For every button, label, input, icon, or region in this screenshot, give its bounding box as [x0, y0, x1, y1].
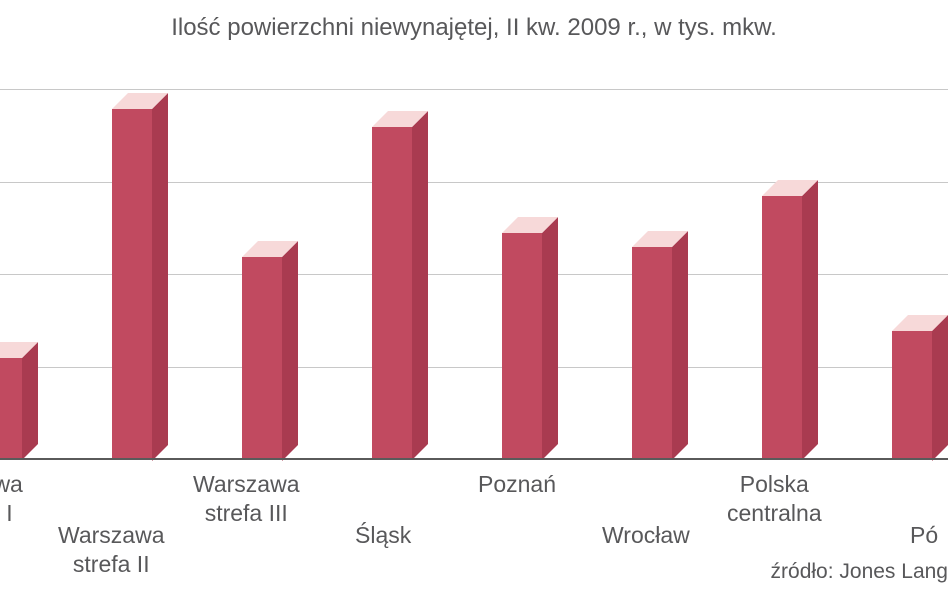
bar [0, 342, 38, 460]
bar-side [932, 315, 948, 461]
bar-side [542, 217, 558, 460]
x-axis-label: rszawa refa I [0, 470, 23, 528]
bar-side [22, 342, 38, 460]
bar [502, 217, 558, 460]
x-axis-label: Pó [910, 521, 938, 550]
bar-front [762, 196, 802, 460]
chart-plot-area [0, 90, 948, 460]
bar [892, 315, 948, 461]
bar-side [802, 180, 818, 460]
bar [112, 93, 168, 461]
chart-source: źródło: Jones Lang [771, 560, 948, 584]
x-axis-baseline [0, 458, 948, 460]
bar-front [892, 331, 932, 461]
bar-front [242, 257, 282, 461]
bar-side [672, 231, 688, 460]
x-axis-label: Warszawa strefa III [193, 470, 300, 528]
x-axis-label: Śląsk [355, 521, 411, 550]
x-axis-label: Polska centralna [727, 470, 822, 528]
bar-side [282, 241, 298, 461]
bar-front [502, 233, 542, 460]
x-axis-label: Poznań [478, 470, 556, 499]
x-axis-label: Warszawa strefa II [58, 521, 165, 579]
bar-front [632, 247, 672, 460]
bar-front [372, 127, 412, 460]
bar [242, 241, 298, 461]
bar [762, 180, 818, 460]
bar-front [0, 358, 22, 460]
gridline [0, 89, 948, 90]
x-axis-label: Wrocław [602, 521, 690, 550]
bar-side [152, 93, 168, 461]
bar-front [112, 109, 152, 461]
bar-side [412, 111, 428, 460]
bar [632, 231, 688, 460]
bar [372, 111, 428, 460]
chart-title: Ilość powierzchni niewynajętej, II kw. 2… [0, 14, 948, 42]
